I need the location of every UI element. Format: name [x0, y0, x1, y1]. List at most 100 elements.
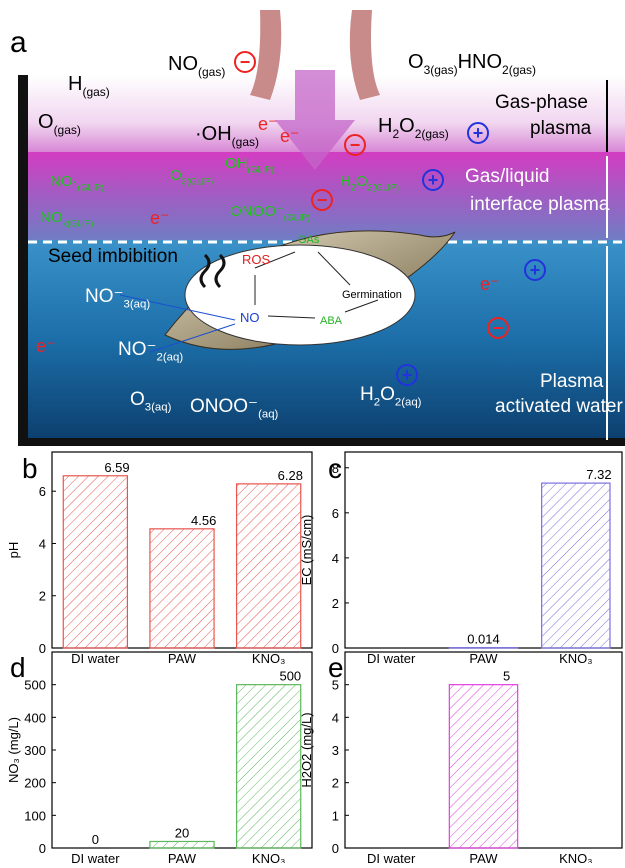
- label-text: GAs: [298, 234, 320, 246]
- y-tick-label: 4: [39, 536, 46, 551]
- label: e⁻: [480, 274, 500, 294]
- label-subscript: (gas): [232, 135, 259, 149]
- data-label: 6.59: [104, 460, 129, 475]
- label-text: O: [408, 51, 424, 73]
- label-subscript: (gas): [54, 123, 81, 137]
- bar: [150, 529, 214, 648]
- y-tick-label: 100: [24, 808, 46, 823]
- x-tick-label: PAW: [168, 651, 197, 666]
- label: interface plasma: [470, 194, 610, 215]
- label-text: O: [380, 384, 395, 405]
- y-tick-label: 0: [332, 841, 339, 856]
- label: e⁻: [150, 208, 170, 228]
- y-tick-label: 2: [332, 776, 339, 791]
- label-subscript: 3(aq): [124, 299, 151, 311]
- bar: [237, 685, 301, 848]
- label-text: e⁻: [36, 336, 56, 356]
- y-tick-label: 5: [332, 678, 339, 693]
- label-text: ONOO⁻: [190, 396, 258, 417]
- x-tick-label: PAW: [469, 851, 498, 863]
- data-label: 7.32: [586, 467, 611, 482]
- label: ROS: [242, 252, 271, 267]
- y-tick-label: 1: [332, 808, 339, 823]
- label-text: Plasma: [540, 371, 604, 392]
- label-text: H: [340, 173, 351, 190]
- label-text: O: [399, 115, 415, 137]
- label-text: plasma: [530, 118, 592, 139]
- label-subscript: (GLIP): [284, 213, 311, 223]
- label-subscript: (gas): [198, 65, 225, 79]
- label-text: Germination: [342, 289, 402, 301]
- label: Gas/liquid: [465, 166, 550, 187]
- svg-text:−: −: [240, 52, 251, 72]
- label: e⁻: [258, 114, 278, 134]
- label: Germination: [342, 289, 402, 301]
- label-subscript: 2(gas): [502, 63, 536, 77]
- svg-text:+: +: [428, 170, 439, 190]
- svg-text:−: −: [350, 135, 361, 155]
- y-axis-label: EC (mS/cm): [299, 515, 314, 586]
- x-tick-label: PAW: [469, 651, 498, 666]
- label-subscript: 3(gas): [424, 63, 458, 77]
- panel-letter: a: [10, 26, 27, 59]
- data-label: 6.28: [278, 468, 303, 483]
- svg-text:+: +: [530, 260, 541, 280]
- y-tick-label: 4: [332, 710, 339, 725]
- bar: [63, 476, 127, 648]
- label-text: Gas-phase: [495, 92, 588, 113]
- data-label: 0.014: [467, 632, 500, 647]
- y-tick-label: 300: [24, 743, 46, 758]
- x-tick-label: KNO₃: [559, 651, 592, 666]
- label-text: ·OH: [195, 123, 232, 145]
- y-tick-label: 4: [332, 551, 339, 566]
- x-tick-label: KNO₃: [252, 851, 285, 863]
- bar: [449, 685, 517, 848]
- label-text: activated water: [495, 396, 623, 417]
- x-tick-label: KNO₃: [559, 851, 592, 863]
- label-subscript: 2(aq): [395, 397, 422, 409]
- svg-text:+: +: [473, 123, 484, 143]
- label: ABA: [320, 315, 343, 327]
- x-tick-label: DI water: [367, 851, 416, 863]
- frame: [18, 438, 625, 446]
- label-text: NO·: [50, 173, 78, 190]
- bar: [237, 484, 301, 648]
- label: Gas-phase: [495, 92, 588, 113]
- data-label: 4.56: [191, 513, 216, 528]
- x-tick-label: DI water: [367, 651, 416, 666]
- svg-text:−: −: [317, 190, 328, 210]
- label-text: ABA: [320, 315, 343, 327]
- y-tick-label: 0: [39, 841, 46, 856]
- label-subscript: 3(aq): [145, 402, 172, 414]
- label-text: ONOO⁻: [230, 203, 284, 220]
- label-text: H: [360, 384, 374, 405]
- svg-text:−: −: [493, 318, 504, 338]
- x-tick-label: KNO₃: [252, 651, 285, 666]
- y-tick-label: 2: [39, 589, 46, 604]
- y-axis-label: pH: [6, 542, 21, 559]
- label-text: NO: [40, 209, 63, 226]
- label-subscript: 3(GLIP): [182, 177, 214, 187]
- y-tick-label: 3: [332, 743, 339, 758]
- figure: − − − − + + + + a H(gas)O(gas)NO(gas)·OH…: [0, 0, 625, 863]
- label-text: e⁻: [258, 114, 278, 134]
- label-text: Gas/liquid: [465, 166, 550, 187]
- label-subscript: (GLIP): [248, 165, 275, 175]
- label-text: NO⁻: [118, 339, 157, 360]
- label-text: H: [378, 115, 392, 137]
- label-text: OH: [225, 155, 248, 172]
- label-text: O: [130, 389, 145, 410]
- label-subscript: (aq): [258, 409, 278, 421]
- label-subscript: (GLIP): [78, 183, 105, 193]
- y-tick-label: 8: [332, 461, 339, 476]
- label-subscript: x(GLIP): [63, 219, 94, 229]
- bar: [542, 483, 610, 648]
- label-text: e⁻: [480, 274, 500, 294]
- label-text: e⁻: [150, 208, 170, 228]
- label-text: Seed imbibition: [48, 246, 178, 267]
